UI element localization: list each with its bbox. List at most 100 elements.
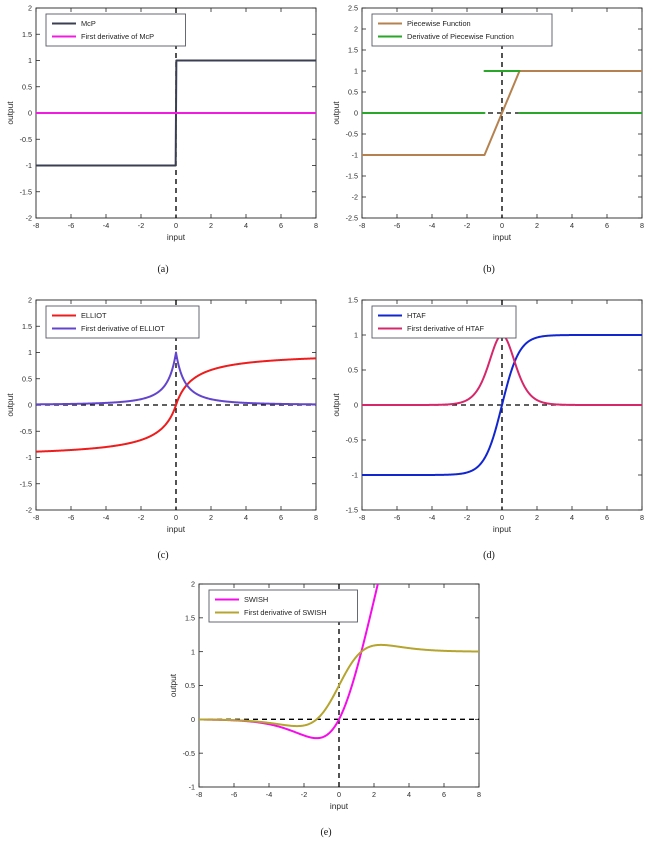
- y-tick-label: 0.5: [348, 88, 358, 97]
- x-tick-label: 4: [570, 221, 574, 230]
- x-tick-label: 0: [337, 790, 341, 799]
- y-tick-label: 1.5: [348, 46, 358, 55]
- y-tick-label: 2: [28, 4, 32, 13]
- series-line-piecewise: [362, 70, 642, 156]
- panel-c-plot: -8 -6 -4 -2 0 2 4 6 8 -2 -1.5 -1 -0.5 0 0.5 1 1.5 2 input o…: [0, 292, 326, 547]
- legend: HTAF First derivative of HTAF: [371, 305, 517, 339]
- series-group: [362, 70, 642, 156]
- x-axis-title: input: [493, 232, 512, 242]
- x-tick-label: -6: [394, 513, 400, 522]
- series-group: [36, 59, 316, 167]
- y-tick-label: -1: [189, 783, 195, 792]
- x-tick-label: 8: [640, 513, 644, 522]
- x-tick-label: -2: [138, 221, 144, 230]
- series-group: [36, 351, 316, 453]
- x-tick-label: -8: [33, 513, 39, 522]
- y-tick-label: 0: [354, 109, 358, 118]
- x-tick-label: 0: [174, 513, 178, 522]
- panel-a-caption: (a): [157, 264, 169, 275]
- y-tick-label: -1: [26, 453, 32, 462]
- y-tick-label: -0.5: [20, 427, 32, 436]
- panel-c-caption: (c): [157, 550, 169, 561]
- legend-label: First derivative of HTAF: [407, 324, 485, 333]
- y-axis-title: output: [5, 393, 15, 417]
- x-tick-label: 0: [174, 221, 178, 230]
- x-tick-label: -8: [359, 221, 365, 230]
- legend-label: McP: [81, 19, 96, 28]
- y-tick-label: -1.5: [20, 187, 32, 196]
- panel-c: -8 -6 -4 -2 0 2 4 6 8 -2 -1.5 -1 -0.5 0 0.5 1 1.5 2 input o…: [0, 292, 326, 582]
- x-tick-label: 4: [244, 221, 248, 230]
- legend-label: First derivative of SWISH: [244, 608, 327, 617]
- x-tick-label: -2: [301, 790, 307, 799]
- y-tick-label: -1.5: [20, 479, 32, 488]
- panel-e-plot: -8 -6 -4 -2 0 2 4 6 8 -1 -0.5 0 0.5 1 1.5 2 input output S…: [163, 576, 489, 824]
- panel-e: -8 -6 -4 -2 0 2 4 6 8 -1 -0.5 0 0.5 1 1.5 2 input output S…: [163, 576, 489, 852]
- x-tick-label: 6: [279, 221, 283, 230]
- panel-d: -8 -6 -4 -2 0 2 4 6 8 -1.5 -1 -0.5 0 0.5 1 1.5 input outp…: [326, 292, 652, 582]
- y-tick-label: -1.5: [346, 172, 358, 181]
- x-tick-label: 4: [570, 513, 574, 522]
- x-tick-label: 6: [605, 221, 609, 230]
- y-tick-label: -0.5: [346, 130, 358, 139]
- y-tick-label: 0: [191, 715, 195, 724]
- x-tick-label: 8: [640, 221, 644, 230]
- panel-b-plot: -8 -6 -4 -2 0 2 4 6 8 -2.5 -2 -1.5 -1 -0.5 0 0.5 1 1.5 2 2.…: [326, 0, 652, 255]
- x-tick-label: -8: [359, 513, 365, 522]
- legend: Piecewise Function Derivative of Piecewis…: [371, 13, 553, 47]
- y-tick-label: 0.5: [22, 82, 32, 91]
- x-axis-title: input: [330, 801, 349, 811]
- x-tick-label: -4: [429, 513, 435, 522]
- y-tick-label: 0.5: [22, 374, 32, 383]
- y-tick-label: 2.5: [348, 4, 358, 13]
- x-tick-label: -4: [103, 513, 109, 522]
- x-tick-label: -6: [394, 221, 400, 230]
- y-tick-label: 2: [191, 580, 195, 589]
- x-axis-title: input: [167, 524, 186, 534]
- y-tick-label: -1: [26, 161, 32, 170]
- y-tick-label: -0.5: [346, 436, 358, 445]
- y-tick-label: -1: [352, 471, 358, 480]
- legend-label: Derivative of Piecewise Function: [407, 32, 514, 41]
- y-tick-label: 1: [191, 647, 195, 656]
- chart-b-svg: -8 -6 -4 -2 0 2 4 6 8 -2.5 -2 -1.5 -1 -0.5 0 0.5 1 1.5 2 2.…: [331, 4, 644, 242]
- y-tick-label: 1: [28, 56, 32, 65]
- legend-label: ELLIOT: [81, 311, 107, 320]
- y-tick-label: 1: [354, 67, 358, 76]
- legend-box: [45, 305, 200, 339]
- y-axis-title: output: [168, 673, 178, 697]
- y-axis-title: output: [331, 393, 341, 417]
- x-tick-label: -6: [231, 790, 237, 799]
- y-tick-label: -0.5: [20, 135, 32, 144]
- legend: ELLIOT First derivative of ELLIOT: [45, 305, 200, 339]
- panel-a-plot: -8 -6 -4 -2 0 2 4 6 8 -2 -1.5 -1 -0.5 0 0.5 1 1.5 2 input o…: [0, 0, 326, 255]
- y-tick-label: 2: [28, 296, 32, 305]
- legend-box: [371, 305, 517, 339]
- y-tick-label: 1.5: [185, 613, 195, 622]
- chart-c-svg: -8 -6 -4 -2 0 2 4 6 8 -2 -1.5 -1 -0.5 0 0.5 1 1.5 2 input o…: [5, 296, 318, 534]
- x-tick-label: 0: [500, 221, 504, 230]
- y-tick-label: 0: [354, 401, 358, 410]
- x-tick-label: -6: [68, 221, 74, 230]
- x-tick-label: -2: [464, 221, 470, 230]
- x-tick-label: -2: [464, 513, 470, 522]
- y-tick-label: 1: [28, 348, 32, 357]
- y-tick-label: 0: [28, 109, 32, 118]
- series-line-elliot_derivative: [36, 351, 316, 406]
- y-tick-label: -2: [352, 193, 358, 202]
- legend-label: HTAF: [407, 311, 426, 320]
- y-tick-label: -1.5: [346, 506, 358, 515]
- x-axis-title: input: [493, 524, 512, 534]
- legend-label: First derivative of McP: [81, 32, 154, 41]
- x-tick-label: 2: [209, 221, 213, 230]
- chart-a-svg: -8 -6 -4 -2 0 2 4 6 8 -2 -1.5 -1 -0.5 0 0.5 1 1.5 2 input o…: [5, 4, 318, 242]
- legend-box: [371, 13, 553, 47]
- x-tick-label: 2: [535, 513, 539, 522]
- y-tick-label: 2: [354, 25, 358, 34]
- chart-d-svg: -8 -6 -4 -2 0 2 4 6 8 -1.5 -1 -0.5 0 0.5 1 1.5 input outp…: [331, 296, 644, 534]
- y-tick-label: 1.5: [22, 30, 32, 39]
- x-tick-label: 2: [372, 790, 376, 799]
- legend-label: SWISH: [244, 595, 268, 604]
- y-tick-label: 1: [354, 331, 358, 340]
